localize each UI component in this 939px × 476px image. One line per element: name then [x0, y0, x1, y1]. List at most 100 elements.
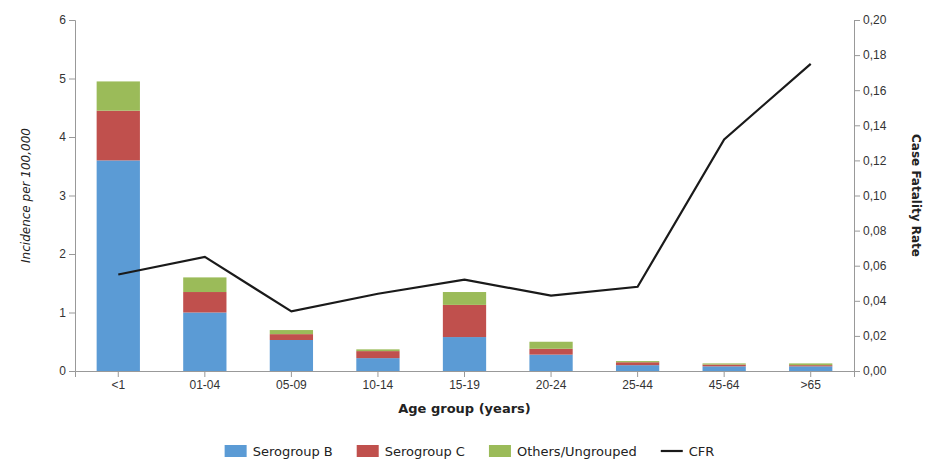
tick-mark: [291, 371, 292, 377]
tick-mark: [551, 371, 552, 377]
tick: <1: [111, 371, 125, 392]
plot-area: <1 01-04 05-09 10-14 15-19 20-24 25-44 45-64 >65…: [19, 13, 923, 416]
tick-label: 0,14: [863, 119, 887, 133]
legend-item: CFR: [661, 444, 715, 459]
tick-mark: [854, 266, 860, 267]
tick: 0,02: [854, 329, 887, 343]
tick-mark: [854, 301, 860, 302]
bar: [703, 363, 746, 364]
tick-mark: [464, 371, 465, 377]
tick-label: 0,20: [863, 13, 887, 27]
tick-label: 5: [59, 72, 66, 86]
bar: [703, 366, 746, 371]
bar: [270, 340, 313, 371]
tick-mark: [854, 90, 860, 91]
y-axis-title: Incidence per 100,000: [19, 128, 33, 263]
bar: [270, 330, 313, 334]
tick-mark: [854, 231, 860, 232]
legend-swatch: [225, 445, 247, 457]
tick-label: >65: [801, 378, 822, 392]
bar: [97, 111, 140, 161]
bar: [529, 349, 572, 355]
legend: Serogroup BSerogroup COthers/UngroupedCF…: [225, 444, 715, 459]
tick: 0,06: [854, 259, 887, 273]
tick: 25-44: [622, 371, 653, 392]
legend-label: Serogroup C: [385, 444, 465, 459]
tick-label: 0,00: [863, 364, 887, 378]
tick-label: 15-19: [449, 378, 480, 392]
legend-swatch: [661, 450, 683, 452]
bar: [183, 277, 226, 292]
tick-mark: [854, 160, 860, 161]
bar: [183, 313, 226, 372]
x-axis: <1 01-04 05-09 10-14 15-19 20-24 25-44 45-64 >65: [76, 371, 855, 392]
legend-label: CFR: [689, 444, 715, 459]
tick-label: 2: [59, 247, 66, 261]
tick-mark: [724, 371, 725, 377]
tick: 0,16: [854, 84, 887, 98]
bar: [443, 292, 486, 305]
tick-mark: [810, 371, 811, 377]
tick-label: 3: [59, 189, 66, 203]
tick: 1: [59, 306, 75, 320]
bar: [789, 366, 832, 371]
line: [118, 64, 810, 311]
tick-mark: [637, 371, 638, 377]
legend-label: Serogroup B: [253, 444, 333, 459]
tick: 0,18: [854, 48, 887, 62]
tick: 0,04: [854, 294, 887, 308]
bar: [703, 365, 746, 367]
bar: [529, 342, 572, 349]
tick: 3: [59, 189, 75, 203]
tick: 10-14: [363, 371, 394, 392]
x-axis-title: Age group (years): [398, 401, 531, 416]
tick: 20-24: [536, 371, 567, 392]
tick-mark: [854, 20, 860, 21]
legend-item: Serogroup C: [357, 444, 465, 459]
tick-mark: [69, 20, 75, 21]
tick-label: 45-64: [709, 378, 740, 392]
tick-label: 0,06: [863, 259, 887, 273]
tick-label: 0,02: [863, 329, 887, 343]
tick-mark: [854, 336, 860, 337]
tick: 05-09: [276, 371, 307, 392]
tick-mark: [69, 137, 75, 138]
tick-label: 4: [59, 130, 66, 144]
bar: [356, 358, 399, 371]
tick-mark: [854, 371, 860, 372]
tick-label: <1: [111, 378, 125, 392]
legend-swatch: [357, 445, 379, 457]
tick: >65: [801, 371, 822, 392]
tick-label: 10-14: [363, 378, 394, 392]
bar: [789, 365, 832, 366]
tick: 0,14: [854, 119, 887, 133]
bar: [97, 81, 140, 110]
bar: [616, 362, 659, 365]
bar: [443, 337, 486, 371]
tick-label: 0,04: [863, 294, 887, 308]
marks: [97, 64, 833, 371]
tick: 0: [59, 364, 75, 378]
bar: [356, 351, 399, 358]
chart: <1 01-04 05-09 10-14 15-19 20-24 25-44 45-64 >65…: [0, 0, 939, 476]
bar-series: [97, 111, 833, 367]
tick-label: 0,08: [863, 224, 887, 238]
tick: 0,20: [854, 13, 887, 27]
tick-mark: [69, 313, 75, 314]
tick: 0,08: [854, 224, 887, 238]
bar: [443, 305, 486, 337]
tick: 01-04: [189, 371, 220, 392]
tick-label: 0,10: [863, 189, 887, 203]
tick: 15-19: [449, 371, 480, 392]
bar-series: [97, 81, 833, 365]
axis-line: [69, 21, 76, 372]
tick-mark: [69, 79, 75, 80]
tick: 0,12: [854, 154, 887, 168]
bar: [529, 355, 572, 371]
bar: [356, 349, 399, 351]
tick-label: 1: [59, 306, 66, 320]
y2-axis-title: Case Fatality Rate: [909, 134, 923, 257]
bar: [270, 334, 313, 340]
tick-mark: [118, 371, 119, 377]
tick-mark: [854, 196, 860, 197]
